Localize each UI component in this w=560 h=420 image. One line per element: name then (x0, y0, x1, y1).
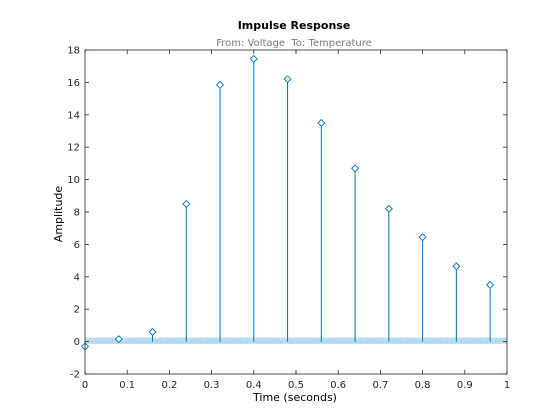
stem-marker (148, 327, 157, 336)
y-tick-label: 4 (74, 272, 80, 283)
y-axis-label: Amplitude (52, 186, 65, 243)
x-tick-label: 0 (82, 380, 88, 391)
y-tick-label: 10 (67, 175, 80, 186)
confidence-band-layer (85, 337, 507, 345)
stem-marker (216, 80, 225, 89)
y-tick-label: 2 (74, 305, 80, 316)
stem-marker (249, 54, 258, 63)
stem-marker (486, 280, 495, 289)
y-tick-label: 6 (74, 240, 80, 251)
confidence-band (85, 337, 507, 345)
y-tick-label: -2 (70, 370, 80, 381)
x-tick-label: 0.3 (204, 380, 220, 391)
y-tick-label: 16 (67, 78, 80, 89)
x-tick-label: 1 (504, 380, 510, 391)
stem-marker (114, 335, 123, 344)
x-tick-label: 0.7 (372, 380, 388, 391)
x-tick-label: 0.9 (457, 380, 473, 391)
stem-layer (80, 54, 495, 351)
x-tick-label: 0.8 (415, 380, 431, 391)
stem-marker (317, 118, 326, 127)
y-axis-ticks: -2 0 2 4 6 8 10 12 14 16 18 (67, 46, 507, 381)
y-tick-label: 18 (67, 46, 80, 57)
stem-marker (384, 204, 393, 213)
y-tick-label: 12 (67, 143, 80, 154)
stem-marker (283, 75, 292, 84)
y-tick-label: 14 (67, 110, 80, 121)
x-tick-label: 0.4 (246, 380, 262, 391)
stem-marker (351, 164, 360, 173)
chart-subtitle: From: Voltage To: Temperature (216, 38, 372, 49)
chart-title: Impulse Response (238, 19, 351, 32)
x-tick-label: 0.2 (161, 380, 177, 391)
x-axis-ticks: 0 0.1 0.2 0.3 0.4 0.5 0.6 0.7 0.8 0.9 1 (82, 50, 510, 391)
plot-area-border (84, 49, 508, 375)
x-tick-label: 0.6 (330, 380, 346, 391)
y-tick-label: 0 (74, 337, 80, 348)
x-tick-label: 0.5 (288, 380, 304, 391)
x-axis-label: Time (seconds) (252, 391, 337, 404)
x-tick-label: 0.1 (119, 380, 135, 391)
stem-marker (452, 262, 461, 271)
stem-marker (182, 199, 191, 208)
y-tick-label: 8 (74, 208, 80, 219)
stem-marker (418, 233, 427, 242)
